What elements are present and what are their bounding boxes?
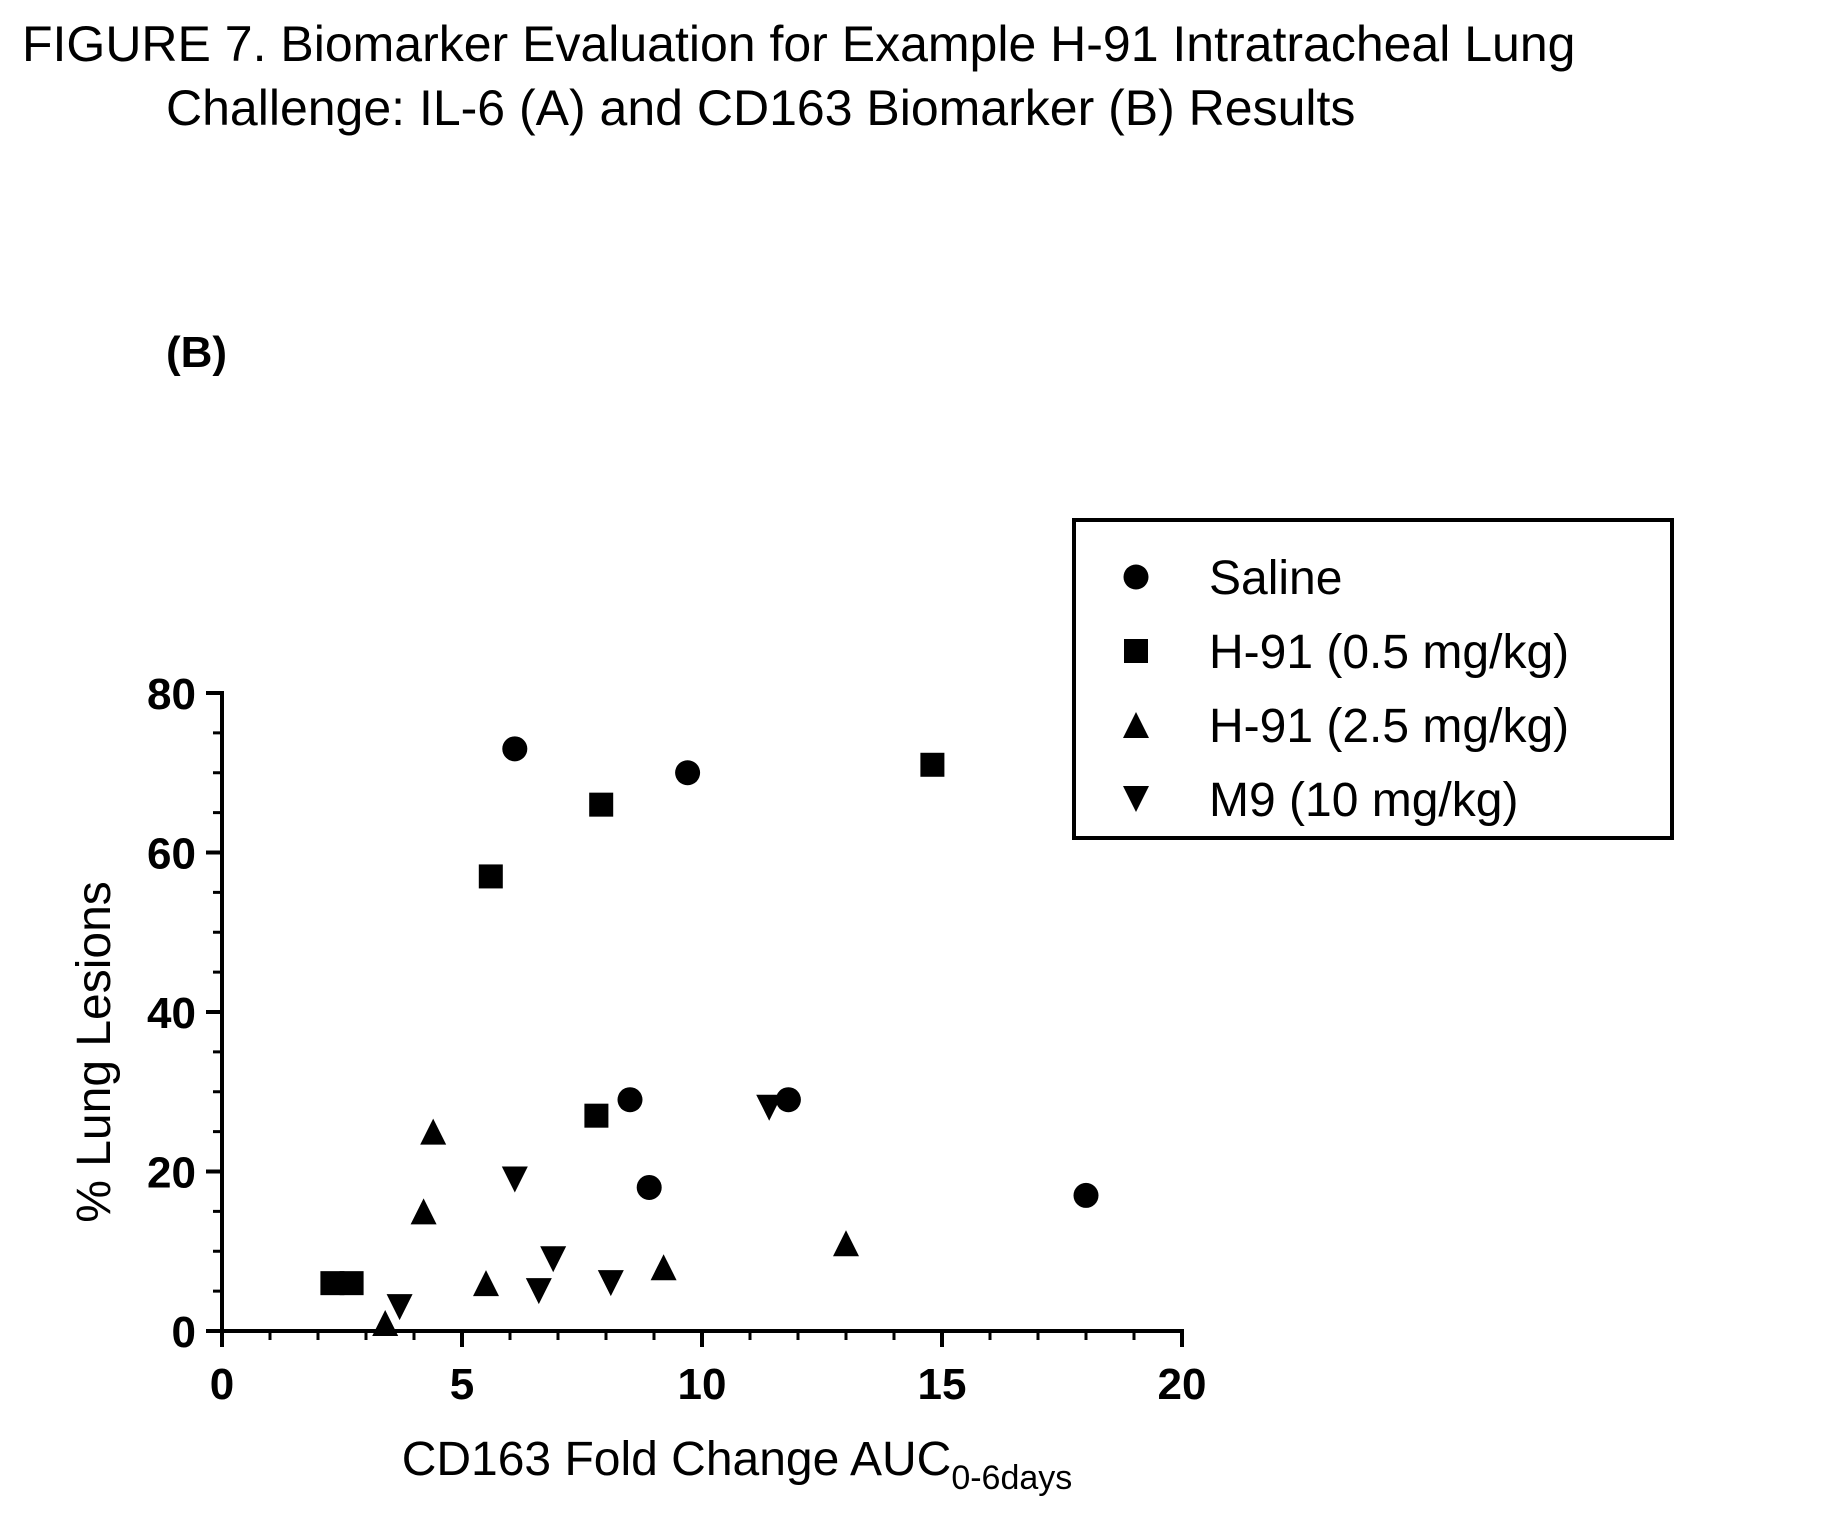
data-point-triangle-down	[386, 1294, 413, 1321]
y-axis-label: % Lung Lesions	[68, 881, 121, 1223]
legend-label: Saline	[1209, 552, 1342, 605]
x-axis-label-main: CD163 Fold Change AUC	[402, 1433, 952, 1486]
x-tick-label: 15	[918, 1360, 967, 1409]
x-tick-label: 20	[1158, 1360, 1207, 1409]
y-tick-label: 80	[147, 670, 196, 719]
data-point-circle	[1073, 1182, 1099, 1208]
data-point-square	[478, 864, 503, 889]
y-tick-label: 40	[147, 989, 196, 1038]
data-point-triangle-down	[597, 1270, 624, 1297]
data-point-triangle-down	[525, 1278, 552, 1305]
legend-box	[1072, 518, 1674, 840]
y-tick-label: 0	[172, 1308, 196, 1357]
figure-title-line1: FIGURE 7. Biomarker Evaluation for Examp…	[22, 16, 1576, 72]
data-point-triangle-up	[473, 1270, 499, 1297]
x-tick-label: 10	[678, 1360, 727, 1409]
y-tick-label: 60	[147, 830, 196, 879]
x-tick-label: 0	[210, 1360, 234, 1409]
legend-marker-triangle-down	[1123, 786, 1149, 812]
data-point-triangle-down	[501, 1166, 528, 1193]
data-point-square	[584, 1103, 609, 1128]
legend-label: H-91 (2.5 mg/kg)	[1209, 700, 1569, 753]
data-point-triangle-up	[372, 1310, 399, 1337]
data-point-triangle-down	[756, 1094, 783, 1121]
x-axis-label: CD163 Fold Change AUC0-6days	[402, 1433, 1073, 1497]
legend-marker-square	[1124, 639, 1148, 663]
data-point-circle	[775, 1087, 801, 1113]
chart-marks	[320, 736, 1099, 1337]
data-point-triangle-up	[410, 1198, 437, 1225]
legend-marker-triangle-up	[1123, 712, 1149, 738]
data-point-circle	[636, 1174, 662, 1200]
panel-label: (B)	[166, 328, 228, 377]
legend-label: M9 (10 mg/kg)	[1209, 774, 1518, 827]
data-point-triangle-up	[420, 1118, 447, 1145]
legend-label: H-91 (0.5 mg/kg)	[1209, 626, 1569, 679]
legend-marker-circle	[1123, 564, 1149, 590]
x-tick-label: 5	[450, 1360, 474, 1409]
data-point-circle	[617, 1087, 643, 1113]
data-point-triangle-up	[833, 1230, 859, 1257]
data-point-triangle-down	[540, 1246, 567, 1273]
data-point-square	[920, 752, 945, 777]
data-point-circle	[502, 736, 528, 762]
x-axis-label-subscript: 0-6days	[951, 1459, 1072, 1497]
figure-title-line2: Challenge: IL-6 (A) and CD163 Biomarker …	[166, 80, 1356, 136]
chart-axes: 0 20 40 60 80 0 5 10 15 20	[147, 670, 1206, 1409]
data-point-square	[339, 1271, 364, 1296]
data-point-circle	[675, 760, 701, 786]
data-point-square	[589, 792, 614, 817]
y-tick-label: 20	[147, 1149, 196, 1198]
data-point-triangle-up	[650, 1254, 677, 1281]
chart-legend: Saline H-91 (0.5 mg/kg) H-91 (2.5 mg/kg) M9…	[1072, 518, 1674, 840]
